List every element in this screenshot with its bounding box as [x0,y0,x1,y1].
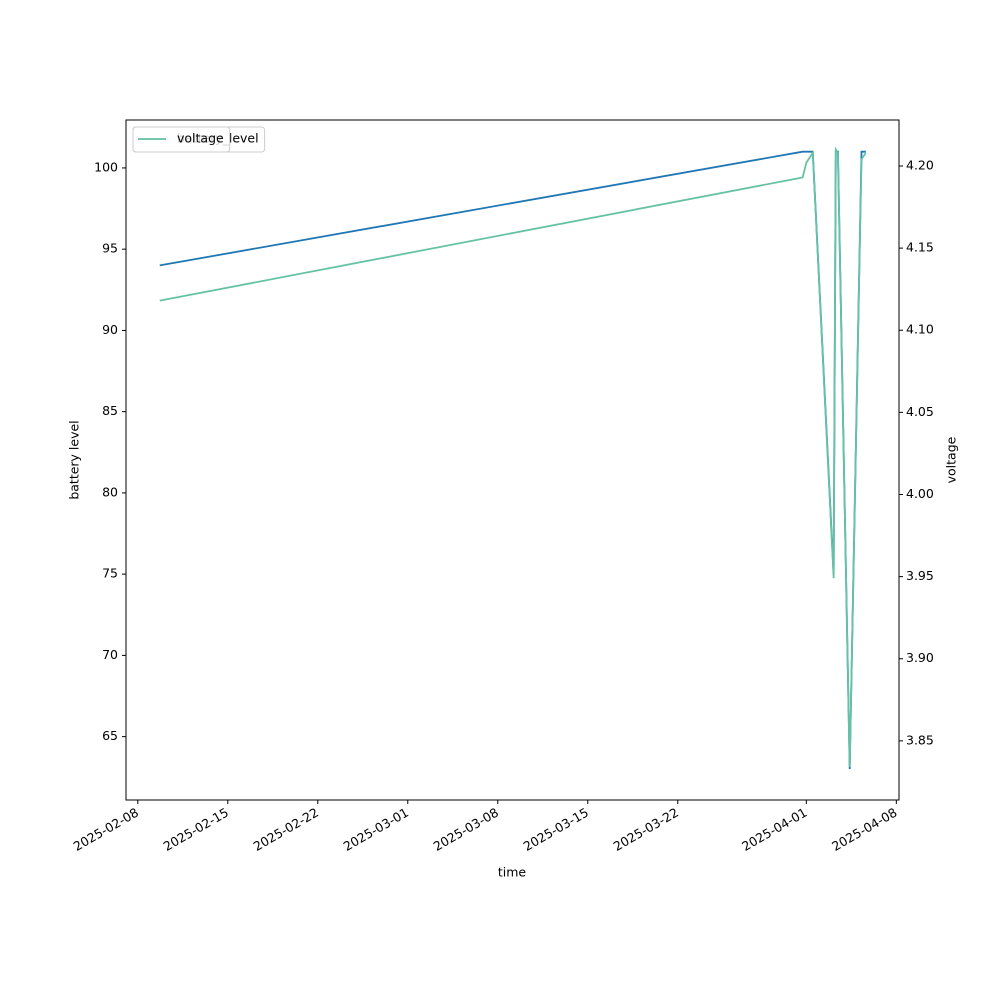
y2-tick-label: 3.85 [906,732,934,747]
y-tick-label: 100 [94,159,118,174]
y-axis-label: battery level [67,420,82,499]
y-tick-label: 65 [102,728,118,743]
y2-tick-label: 4.00 [906,486,934,501]
y-tick-label: 95 [102,241,118,256]
legend-label: voltage [177,131,224,146]
y-tick-label: 90 [102,322,118,337]
x-tick-label: 2025-03-22 [611,805,681,854]
y2-tick-label: 3.90 [906,650,934,665]
y-tick-label: 80 [102,484,118,499]
x-tick-label: 2025-03-08 [431,805,501,854]
x-tick-label: 2025-02-22 [251,805,321,854]
x-tick-label: 2025-02-15 [161,805,231,854]
series-line [159,146,867,768]
y2-tick-label: 4.15 [906,240,934,255]
y2-tick-label: 4.20 [906,157,934,172]
legend-box [132,126,231,153]
y-tick-label: 75 [102,566,118,581]
y2-axis-label: voltage [944,436,959,483]
y2-tick-label: 3.95 [906,568,934,583]
y-tick-label: 85 [102,403,118,418]
x-tick-label: 2025-04-08 [829,805,899,854]
y2-tick-label: 4.05 [906,404,934,419]
x-tick-label: 2025-03-01 [341,805,411,854]
y-tick-label: 70 [102,647,118,662]
x-tick-label: 2025-02-08 [71,805,141,854]
x-tick-label: 2025-04-01 [739,805,809,854]
series-line [159,150,866,770]
x-tick-label: 2025-03-15 [521,805,591,854]
y2-tick-label: 4.10 [906,322,934,337]
x-axis-label: time [498,865,527,880]
plot-frame [125,119,900,801]
